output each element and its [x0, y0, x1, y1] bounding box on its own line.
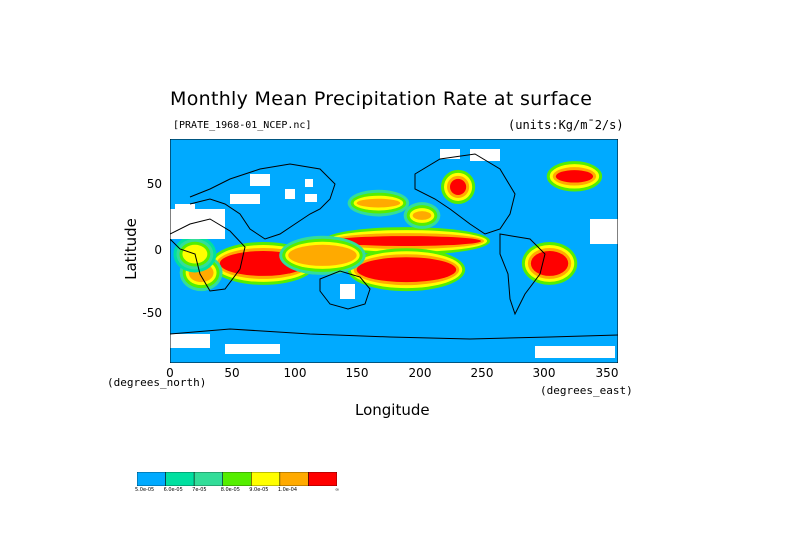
missing-natl — [590, 219, 618, 244]
x-unit-label: (degrees_east) — [540, 384, 633, 397]
coast-south-america — [499, 233, 546, 316]
x-axis-label: Longitude — [355, 401, 430, 419]
colorbar-tick-label: 6.0e-05 — [163, 487, 183, 493]
coast-north-america — [414, 153, 516, 235]
y-tick-label: -50 — [142, 306, 162, 320]
units-label: (units:Kg/m¯2/s) — [508, 118, 624, 132]
missing-mideast — [230, 194, 260, 204]
colorbar-tick-label: 8.0e-05 — [220, 487, 240, 493]
colorbar-cell — [137, 472, 166, 486]
missing-antarctica-2 — [225, 344, 280, 354]
precip-regions — [173, 161, 603, 292]
colorbar-tick-label: 1.0e-04 — [277, 487, 298, 493]
x-tick-label: 150 — [345, 366, 369, 380]
missing-australia — [340, 284, 355, 299]
precip-region — [331, 236, 482, 247]
map-plot — [170, 139, 618, 363]
coast-antarctica — [170, 328, 618, 340]
coast-africa — [170, 218, 246, 292]
colorbar-cell — [222, 472, 252, 486]
colorbar — [137, 472, 337, 486]
precip-region — [356, 257, 457, 283]
colorbar-tick-label: 9.0e-05 — [249, 487, 269, 493]
colorbar-cell — [165, 472, 195, 486]
colorbar-cell — [308, 472, 337, 486]
coast-eurasia — [189, 163, 336, 240]
missing-asia-2 — [285, 189, 295, 199]
precip-region — [412, 211, 432, 220]
source-label: [PRATE_1968-01_NCEP.nc] — [173, 120, 312, 131]
missing-asia-3 — [305, 194, 317, 202]
precip-region — [288, 244, 357, 266]
colorbar-tick-label: 7e-05 — [192, 487, 207, 493]
precip-region — [356, 198, 401, 208]
colorbar-cell — [193, 472, 223, 486]
y-tick-label: 50 — [146, 177, 162, 191]
y-axis-label: Latitude — [122, 218, 140, 280]
missing-asia-1 — [250, 174, 270, 186]
x-tick-label: 200 — [408, 366, 432, 380]
x-tick-label: 300 — [532, 366, 556, 380]
missing-antarctica-3 — [535, 346, 615, 358]
precip-region — [450, 178, 467, 195]
precip-region — [555, 170, 594, 183]
colorbar-cell — [251, 472, 281, 486]
y-unit-label: (degrees_north) — [107, 376, 207, 389]
precip-region — [530, 251, 569, 276]
coastlines — [170, 153, 618, 340]
colorbar-tick-label: ∞ — [335, 487, 340, 493]
x-tick-label: 0 — [166, 366, 174, 380]
colorbar-tick-label: 5.0e-05 — [135, 487, 155, 493]
missing-northafrica — [175, 204, 195, 214]
missing-asia-4 — [305, 179, 313, 187]
x-tick-label: 250 — [470, 366, 494, 380]
x-tick-label: 100 — [283, 366, 307, 380]
coast-australia — [319, 270, 371, 310]
missing-greenland — [470, 149, 500, 161]
colorbar-cell — [279, 472, 309, 486]
chart-title: Monthly Mean Precipitation Rate at surfa… — [170, 88, 593, 110]
missing-data — [170, 149, 618, 358]
missing-arctic — [440, 149, 460, 159]
missing-antarctica-1 — [170, 334, 210, 348]
x-tick-label: 50 — [224, 366, 240, 380]
y-tick-label: 0 — [154, 243, 162, 257]
x-tick-label: 350 — [595, 366, 619, 380]
